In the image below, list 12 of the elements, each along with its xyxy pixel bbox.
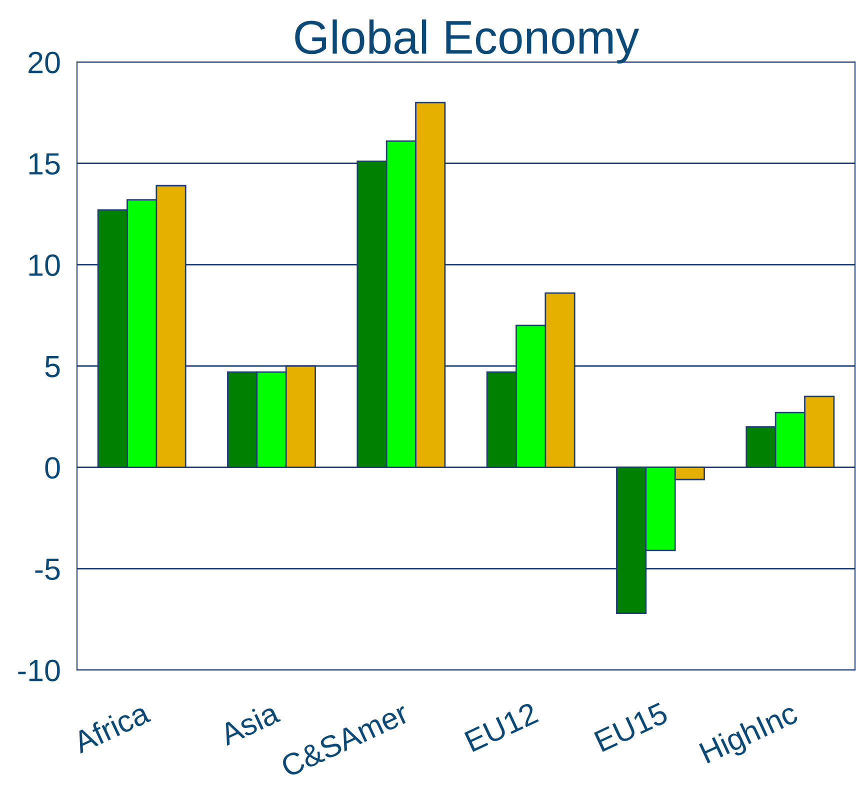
x-tick-label: EU12 (464, 702, 539, 752)
x-tick-label: Africa (71, 700, 152, 754)
y-tick-label: -10 (18, 660, 60, 682)
y-tick-label: 15 (29, 153, 60, 175)
y-tick-label: 0 (45, 457, 60, 479)
y-tick-label: 20 (28, 52, 60, 74)
y-tick-label: -5 (35, 558, 60, 580)
chart-title: Global Economy (295, 19, 640, 64)
y-tick-label: 5 (45, 356, 60, 378)
y-tick-label: 10 (29, 254, 60, 276)
x-tick-label: Asia (218, 700, 281, 746)
x-tick-label: EU15 (594, 702, 669, 752)
